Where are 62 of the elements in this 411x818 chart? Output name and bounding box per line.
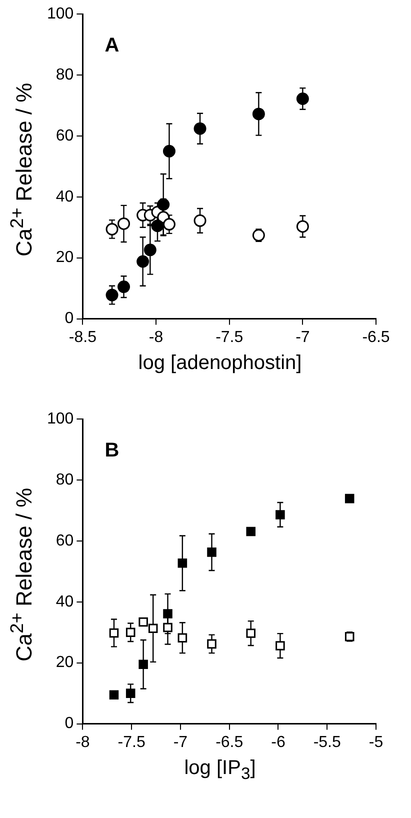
point (148, 624, 158, 634)
point (109, 690, 119, 700)
point (194, 122, 206, 135)
point (162, 218, 176, 231)
point (296, 220, 309, 233)
annotation: A (104, 34, 120, 57)
point (162, 144, 176, 158)
point (126, 628, 136, 637)
point (207, 639, 216, 649)
point (136, 255, 150, 268)
x-tick-label: -7 (173, 734, 188, 751)
x-tick-label: -7 (296, 328, 310, 346)
point (118, 217, 130, 230)
y-tick-label: 20 (56, 249, 74, 266)
point (246, 526, 256, 536)
point (109, 628, 119, 638)
y-tick-label: 60 (56, 532, 74, 550)
point (157, 198, 170, 211)
y-tick-label: 80 (56, 66, 74, 84)
x-tick-label: -6 (271, 734, 286, 751)
y-tick-label: 40 (56, 593, 74, 610)
point (144, 244, 156, 256)
point (178, 558, 188, 568)
point (163, 622, 172, 632)
x-tick-label: -7.5 (216, 328, 244, 346)
x-tick-label: -8 (148, 328, 164, 346)
x-tick-label: -8 (76, 734, 90, 751)
point (118, 280, 130, 294)
y-tick-label: 80 (56, 471, 74, 488)
point (207, 548, 216, 557)
y-tick-label: 60 (56, 127, 74, 144)
y-tick-label: 20 (56, 654, 74, 672)
point (296, 92, 309, 105)
point (138, 617, 148, 627)
point (106, 222, 118, 236)
y-tick-label: 100 (46, 410, 74, 428)
x-axis-title: log [IP$_{3}$] (183, 757, 257, 784)
x-tick-label: -7.5 (118, 734, 146, 751)
point (252, 108, 265, 120)
y-tick-label: 0 (64, 715, 74, 732)
point (151, 220, 164, 232)
y-tick-label: 100 (46, 5, 74, 22)
point (194, 214, 206, 227)
point (126, 688, 136, 698)
point (106, 288, 118, 302)
point (178, 633, 188, 642)
x-tick-label: -6.5 (216, 734, 244, 751)
point (276, 510, 285, 520)
annotation: B (104, 440, 120, 462)
x-axis-title: log [adenophostin] (137, 352, 303, 375)
point (138, 660, 148, 670)
x-tick-label: -5 (368, 734, 384, 751)
x-tick-label: -6.5 (362, 328, 390, 346)
y-tick-label: 40 (56, 188, 74, 206)
x-tick-label: -8.5 (68, 328, 97, 346)
point (246, 628, 256, 638)
point (276, 641, 285, 650)
point (163, 609, 172, 618)
x-tick-label: -5.5 (313, 734, 341, 751)
point (252, 229, 265, 242)
point (344, 494, 354, 504)
y-tick-label: 0 (64, 310, 74, 328)
